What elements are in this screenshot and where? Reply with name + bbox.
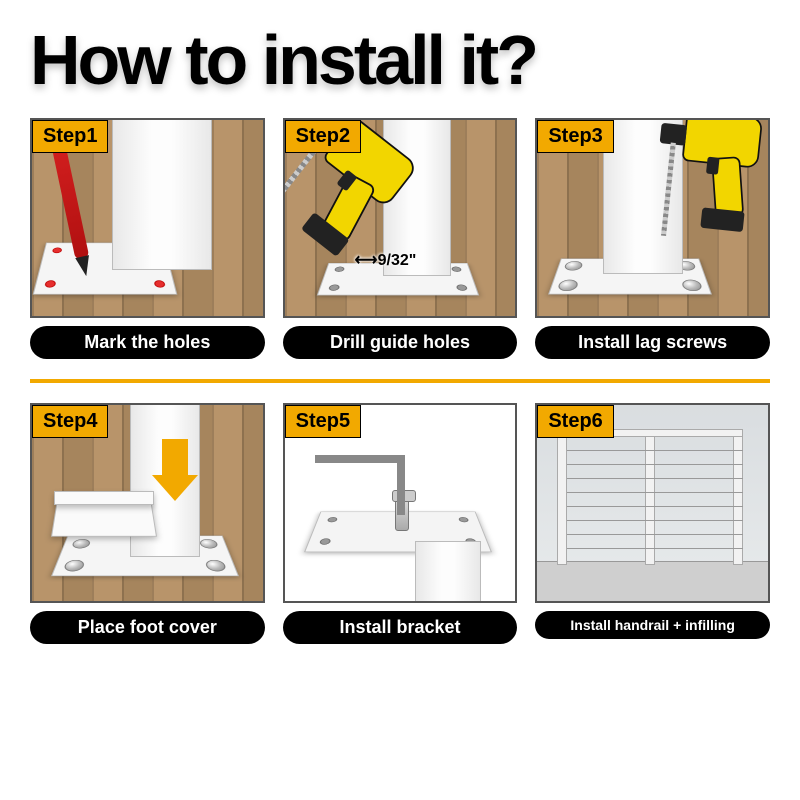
step-4-label: Step4 bbox=[32, 405, 108, 438]
step-1-image: Step1 bbox=[30, 118, 265, 318]
step-3: Step3 Install lag screws bbox=[535, 118, 770, 359]
step-3-image: Step3 bbox=[535, 118, 770, 318]
step-5-image: Step5 bbox=[283, 403, 518, 603]
step-2: ⟷9/32" Step2 Drill guide holes bbox=[283, 118, 518, 359]
step-4-caption: Place foot cover bbox=[30, 611, 265, 644]
dimension-label: ⟷9/32" bbox=[355, 250, 417, 270]
step-6-image: Step6 bbox=[535, 403, 770, 603]
step-1-caption: Mark the holes bbox=[30, 326, 265, 359]
foot-cover-icon bbox=[51, 501, 157, 536]
step-3-label: Step3 bbox=[537, 120, 613, 153]
step-2-caption: Drill guide holes bbox=[283, 326, 518, 359]
page-title: How to install it? bbox=[30, 20, 770, 100]
step-1-label: Step1 bbox=[32, 120, 108, 153]
step-2-label: Step2 bbox=[285, 120, 361, 153]
step-3-caption: Install lag screws bbox=[535, 326, 770, 359]
step-5: Step5 Install bracket bbox=[283, 403, 518, 644]
step-6-caption: Install handrail + infilling bbox=[535, 611, 770, 639]
rail-post-icon bbox=[557, 435, 567, 565]
step-6-label: Step6 bbox=[537, 405, 613, 438]
step-2-image: ⟷9/32" Step2 bbox=[283, 118, 518, 318]
steps-grid: Step1 Mark the holes ⟷9/32" bbox=[30, 118, 770, 644]
step-6: Step6 Install handrail + infilling bbox=[535, 403, 770, 644]
step-4-image: Step4 bbox=[30, 403, 265, 603]
step-1: Step1 Mark the holes bbox=[30, 118, 265, 359]
step-4: Step4 Place foot cover bbox=[30, 403, 265, 644]
step-5-label: Step5 bbox=[285, 405, 361, 438]
arrow-down-icon bbox=[162, 439, 188, 479]
row-divider bbox=[30, 379, 770, 383]
step-5-caption: Install bracket bbox=[283, 611, 518, 644]
